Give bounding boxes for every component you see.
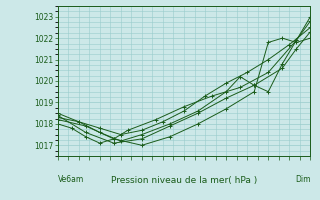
Text: Dim: Dim [295, 176, 310, 184]
Text: Pression niveau de la mer( hPa ): Pression niveau de la mer( hPa ) [111, 176, 257, 184]
Text: Ve6am: Ve6am [58, 176, 84, 184]
